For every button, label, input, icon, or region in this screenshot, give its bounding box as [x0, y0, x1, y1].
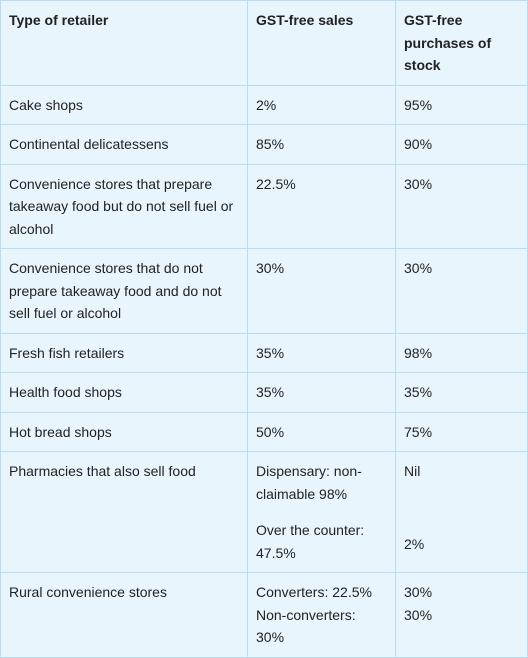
table-body: Cake shops 2% 95% Continental delicatessens…: [0, 84, 528, 658]
table-row: Rural convenience stores Converters: 22.5…: [0, 572, 528, 658]
cell-line: Nil: [404, 463, 421, 479]
table-cell: 35%: [247, 332, 396, 373]
cell-line: Over the counter: 47.5%: [256, 522, 365, 561]
header-cell: GST-free purchases of stock: [395, 0, 528, 86]
table-cell: 35%: [247, 372, 396, 413]
table-cell: 30%: [395, 163, 528, 249]
cell-line: 30%: [404, 584, 433, 600]
header-cell: GST-free sales: [247, 0, 396, 86]
table-row: Fresh fish retailers 35% 98%: [0, 332, 528, 373]
cell-line: Converters: 22.5%: [256, 584, 372, 600]
table-row: Cake shops 2% 95%: [0, 84, 528, 125]
table-cell: Rural convenience stores: [0, 572, 248, 658]
table-cell: 22.5%: [247, 163, 396, 249]
table-cell: Hot bread shops: [0, 411, 248, 452]
table-cell: Pharmacies that also sell food: [0, 451, 248, 573]
table-row: Pharmacies that also sell food Dispensary…: [0, 451, 528, 573]
table-cell: Cake shops: [0, 84, 248, 125]
table-row: Convenience stores that prepare takeaway…: [0, 163, 528, 249]
table-cell: Dispensary: non-claimable 98% Over the co…: [247, 451, 396, 573]
table-cell: 98%: [395, 332, 528, 373]
table-cell: Fresh fish retailers: [0, 332, 248, 373]
cell-line: 2%: [404, 535, 425, 552]
table-cell: 30%: [395, 248, 528, 334]
table-cell: 2%: [247, 84, 396, 125]
header-row: Type of retailer GST-free sales GST-free p…: [0, 0, 528, 86]
table-cell: 30% 30%: [395, 572, 528, 658]
table-cell: 85%: [247, 124, 396, 165]
table-cell: Nil 2%: [395, 451, 528, 573]
table-cell: 35%: [395, 372, 528, 413]
cell-line: Dispensary: non-claimable 98%: [256, 463, 362, 502]
table-cell: 50%: [247, 411, 396, 452]
table-cell: Continental delicatessens: [0, 124, 248, 165]
header-cell: Type of retailer: [0, 0, 248, 86]
table-cell: Convenience stores that do not prepare t…: [0, 248, 248, 334]
table-cell: 75%: [395, 411, 528, 452]
table-row: Hot bread shops 50% 75%: [0, 411, 528, 452]
table-cell: Health food shops: [0, 372, 248, 413]
table-row: Continental delicatessens 85% 90%: [0, 124, 528, 165]
cell-line: Non-converters: 30%: [256, 606, 356, 646]
table-cell: Convenience stores that prepare takeaway…: [0, 163, 248, 249]
table-cell: Converters: 22.5% Non-converters: 30%: [247, 572, 396, 658]
table-row: Health food shops 35% 35%: [0, 372, 528, 413]
table-cell: 30%: [247, 248, 396, 334]
table-cell: 95%: [395, 84, 528, 125]
table-row: Convenience stores that do not prepare t…: [0, 248, 528, 334]
table-cell: 90%: [395, 124, 528, 165]
cell-line: 30%: [404, 606, 433, 623]
